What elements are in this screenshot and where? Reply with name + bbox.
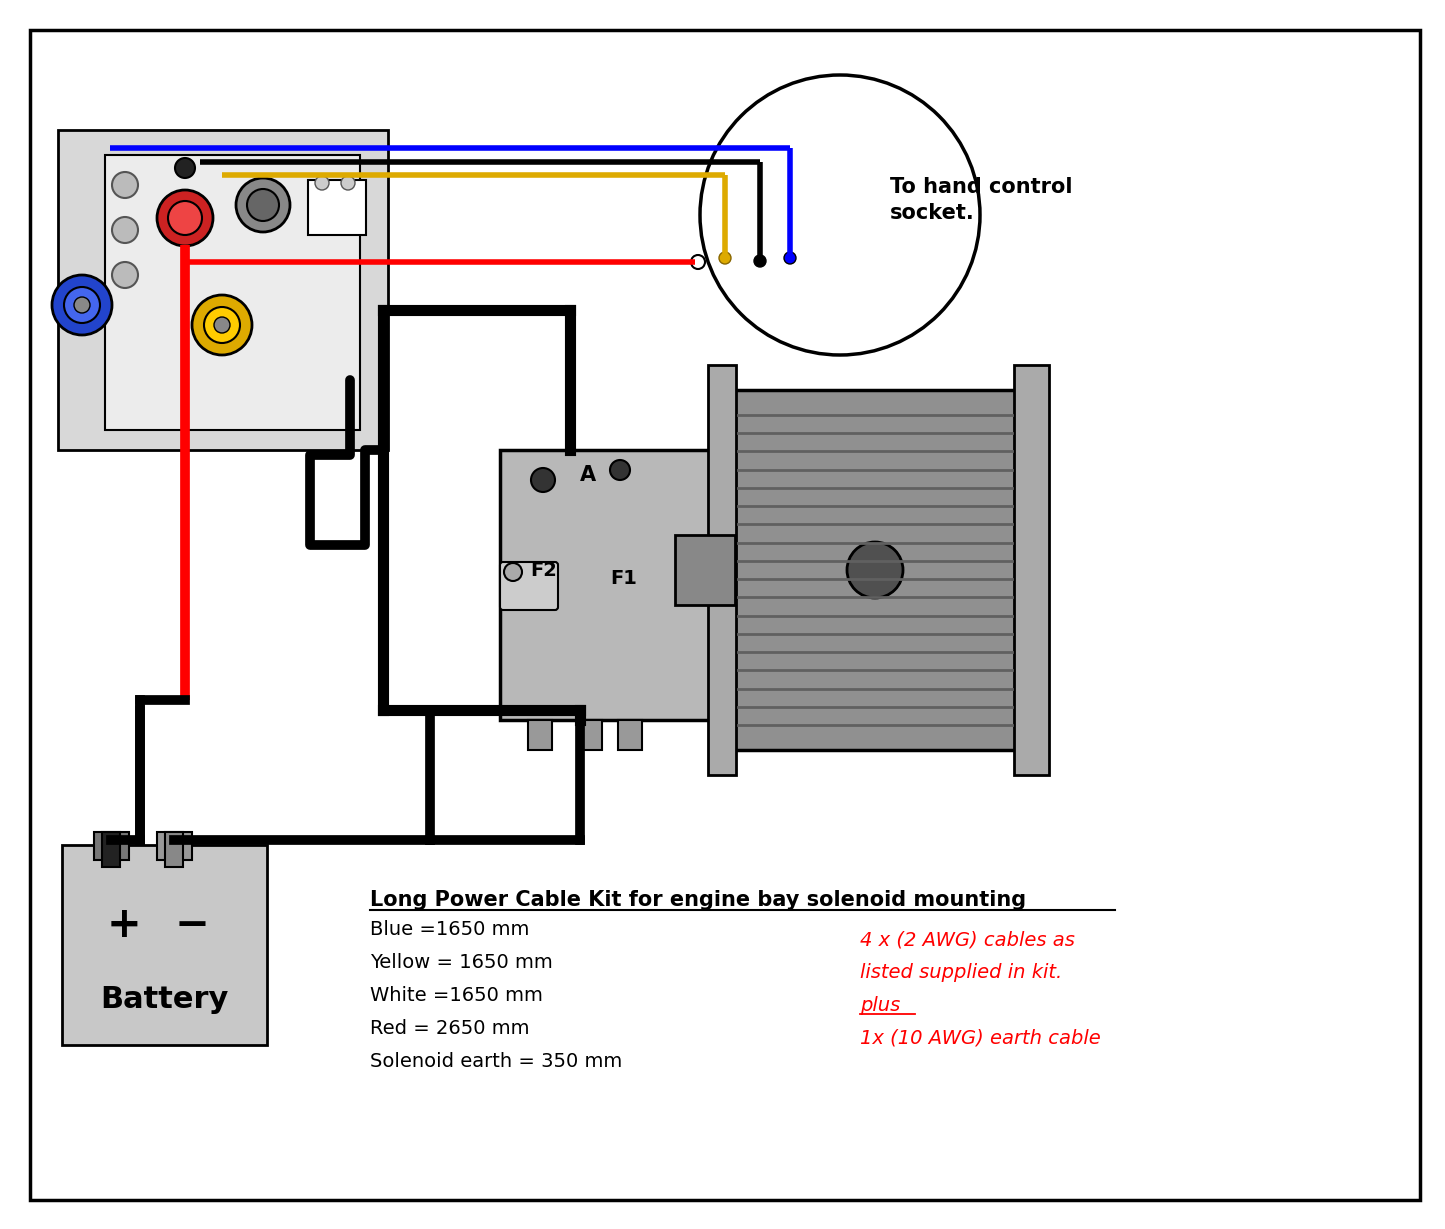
Bar — [618, 720, 642, 750]
Text: Long Power Cable Kit for engine bay solenoid mounting: Long Power Cable Kit for engine bay sole… — [370, 890, 1026, 909]
Circle shape — [315, 176, 329, 190]
Text: To hand control
socket.: To hand control socket. — [890, 177, 1072, 224]
Circle shape — [530, 468, 555, 492]
Text: A: A — [579, 465, 597, 485]
Bar — [62, 846, 267, 1045]
Circle shape — [168, 202, 202, 235]
Circle shape — [610, 460, 630, 481]
Circle shape — [74, 297, 90, 313]
Text: +: + — [107, 905, 142, 946]
Bar — [708, 365, 736, 775]
Circle shape — [192, 295, 251, 355]
Bar — [578, 720, 603, 750]
Text: Yellow = 1650 mm: Yellow = 1650 mm — [370, 952, 553, 972]
Bar — [730, 390, 1020, 750]
FancyBboxPatch shape — [500, 562, 558, 610]
Text: F2: F2 — [530, 560, 556, 580]
Circle shape — [113, 218, 139, 243]
Text: Battery: Battery — [100, 986, 228, 1014]
Text: F1: F1 — [610, 569, 637, 587]
Circle shape — [847, 542, 903, 599]
Circle shape — [204, 307, 240, 343]
Bar — [165, 832, 184, 866]
Bar — [308, 179, 366, 235]
Bar — [94, 832, 129, 860]
Circle shape — [64, 288, 100, 323]
Bar — [527, 720, 552, 750]
Circle shape — [341, 176, 355, 190]
Circle shape — [113, 172, 139, 198]
Circle shape — [504, 563, 522, 581]
Circle shape — [720, 252, 731, 264]
Circle shape — [247, 189, 279, 221]
Circle shape — [214, 317, 230, 333]
Circle shape — [158, 190, 212, 246]
Text: plus: plus — [860, 995, 900, 1015]
Bar — [105, 155, 360, 430]
Circle shape — [236, 178, 290, 232]
Text: Solenoid earth = 350 mm: Solenoid earth = 350 mm — [370, 1052, 623, 1070]
Text: 4 x (2 AWG) cables as: 4 x (2 AWG) cables as — [860, 930, 1075, 949]
Circle shape — [52, 275, 113, 336]
Bar — [500, 450, 730, 720]
Text: 1x (10 AWG) earth cable: 1x (10 AWG) earth cable — [860, 1029, 1101, 1048]
Circle shape — [785, 252, 796, 264]
Text: listed supplied in kit.: listed supplied in kit. — [860, 964, 1062, 982]
Circle shape — [754, 254, 766, 267]
Text: Red = 2650 mm: Red = 2650 mm — [370, 1019, 529, 1039]
Bar — [675, 535, 736, 605]
Circle shape — [175, 159, 195, 178]
Bar — [158, 832, 192, 860]
Circle shape — [113, 262, 139, 288]
Bar — [1014, 365, 1049, 775]
Bar — [103, 832, 120, 866]
Circle shape — [691, 254, 705, 269]
Text: White =1650 mm: White =1650 mm — [370, 986, 543, 1005]
Text: −: − — [175, 905, 210, 946]
Text: Blue =1650 mm: Blue =1650 mm — [370, 921, 529, 939]
Bar — [58, 130, 389, 450]
